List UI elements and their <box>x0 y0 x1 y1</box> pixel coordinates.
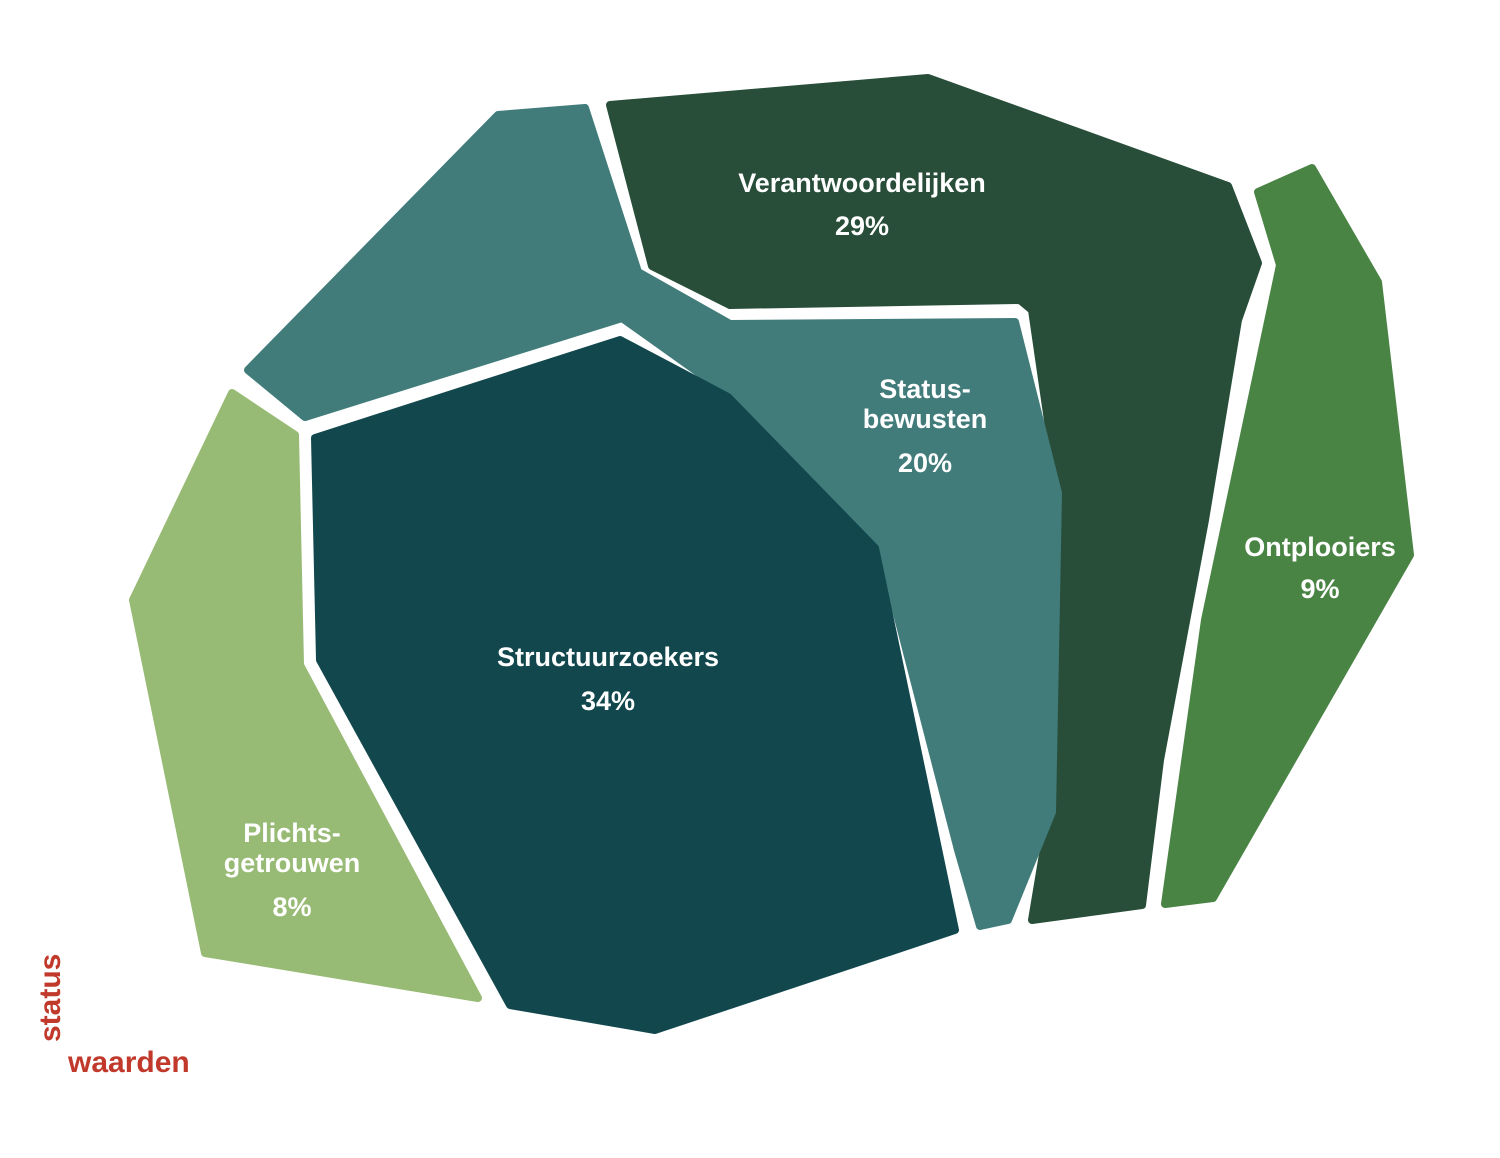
label-verantwoordelijken: Verantwoordelijken <box>738 168 986 198</box>
cell-verantwoordelijken <box>606 74 1262 924</box>
label-structuurzoekers: Structuurzoekers <box>497 642 719 672</box>
pct-structuurzoekers: 34% <box>581 686 635 716</box>
cell-plichtsgetrouwen <box>129 389 482 1002</box>
label-statusbewusten-line1: Status- <box>879 374 971 404</box>
label-statusbewusten-line2: bewusten <box>863 404 988 434</box>
label-plichtsgetrouwen-line2: getrouwen <box>224 848 361 878</box>
label-ontplooiers: Ontplooiers <box>1244 532 1396 562</box>
label-plichtsgetrouwen-line1: Plichts- <box>243 818 341 848</box>
pct-verantwoordelijken: 29% <box>835 211 889 241</box>
cell-structuurzoekers <box>311 336 959 1034</box>
axis-label-status: status <box>34 954 67 1042</box>
pct-statusbewusten: 20% <box>898 448 952 478</box>
pct-plichtsgetrouwen: 8% <box>272 892 311 922</box>
pct-ontplooiers: 9% <box>1300 574 1339 604</box>
axis-label-waarden: waarden <box>67 1046 190 1079</box>
cell-statusbewusten <box>244 104 1062 930</box>
cell-ontplooiers <box>1161 164 1414 908</box>
